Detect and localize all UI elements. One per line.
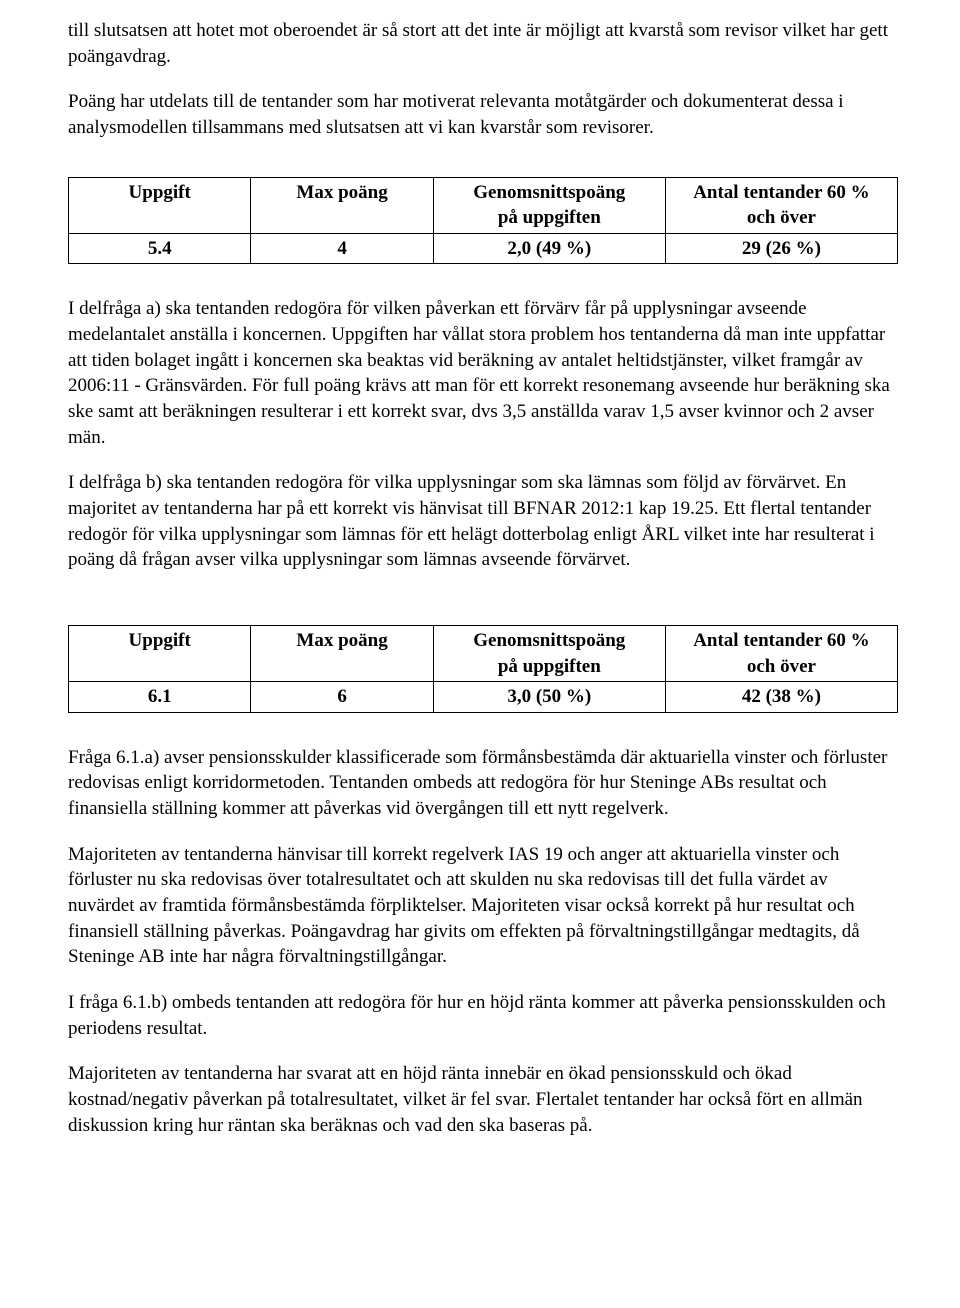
table2-header-uppgift: Uppgift bbox=[69, 625, 251, 681]
table2-header-avg-line2: på uppgiften bbox=[498, 656, 601, 677]
table2-header-count-line2: och över bbox=[747, 656, 816, 677]
table2-header-count-line1: Antal tentander 60 % bbox=[693, 630, 869, 651]
table1-header-avg-line2: på uppgiften bbox=[498, 207, 601, 228]
table1-header-max: Max poäng bbox=[251, 177, 433, 233]
table2-header-count: Antal tentander 60 % och över bbox=[665, 625, 897, 681]
table1-header-avg: Genomsnittspoäng på uppgiften bbox=[433, 177, 665, 233]
table1-header-avg-line1: Genomsnittspoäng bbox=[473, 182, 625, 203]
paragraph-3: I delfråga a) ska tentanden redogöra för… bbox=[68, 296, 898, 450]
table2-cell-uppgift: 6.1 bbox=[69, 682, 251, 713]
table2-cell-max: 6 bbox=[251, 682, 433, 713]
table2-cell-avg: 3,0 (50 %) bbox=[433, 682, 665, 713]
table1-cell-avg: 2,0 (49 %) bbox=[433, 233, 665, 264]
paragraph-1: till slutsatsen att hotet mot oberoendet… bbox=[68, 18, 898, 69]
table1-cell-count: 29 (26 %) bbox=[665, 233, 897, 264]
table-row: 6.1 6 3,0 (50 %) 42 (38 %) bbox=[69, 682, 898, 713]
results-table-2: Uppgift Max poäng Genomsnittspoäng på up… bbox=[68, 625, 898, 713]
table2-header-avg-line1: Genomsnittspoäng bbox=[473, 630, 625, 651]
table1-header-count: Antal tentander 60 % och över bbox=[665, 177, 897, 233]
paragraph-4: I delfråga b) ska tentanden redogöra för… bbox=[68, 470, 898, 573]
table1-header-count-line1: Antal tentander 60 % bbox=[693, 182, 869, 203]
table1-header-count-line2: och över bbox=[747, 207, 816, 228]
table2-cell-count: 42 (38 %) bbox=[665, 682, 897, 713]
table-row: 5.4 4 2,0 (49 %) 29 (26 %) bbox=[69, 233, 898, 264]
paragraph-5: Fråga 6.1.a) avser pensionsskulder klass… bbox=[68, 745, 898, 822]
paragraph-2: Poäng har utdelats till de tentander som… bbox=[68, 89, 898, 140]
table1-cell-uppgift: 5.4 bbox=[69, 233, 251, 264]
table2-header-avg: Genomsnittspoäng på uppgiften bbox=[433, 625, 665, 681]
paragraph-7: I fråga 6.1.b) ombeds tentanden att redo… bbox=[68, 990, 898, 1041]
results-table-1: Uppgift Max poäng Genomsnittspoäng på up… bbox=[68, 177, 898, 265]
paragraph-6: Majoriteten av tentanderna hänvisar till… bbox=[68, 842, 898, 970]
table1-cell-max: 4 bbox=[251, 233, 433, 264]
table2-header-max: Max poäng bbox=[251, 625, 433, 681]
paragraph-8: Majoriteten av tentanderna har svarat at… bbox=[68, 1061, 898, 1138]
table1-header-uppgift: Uppgift bbox=[69, 177, 251, 233]
